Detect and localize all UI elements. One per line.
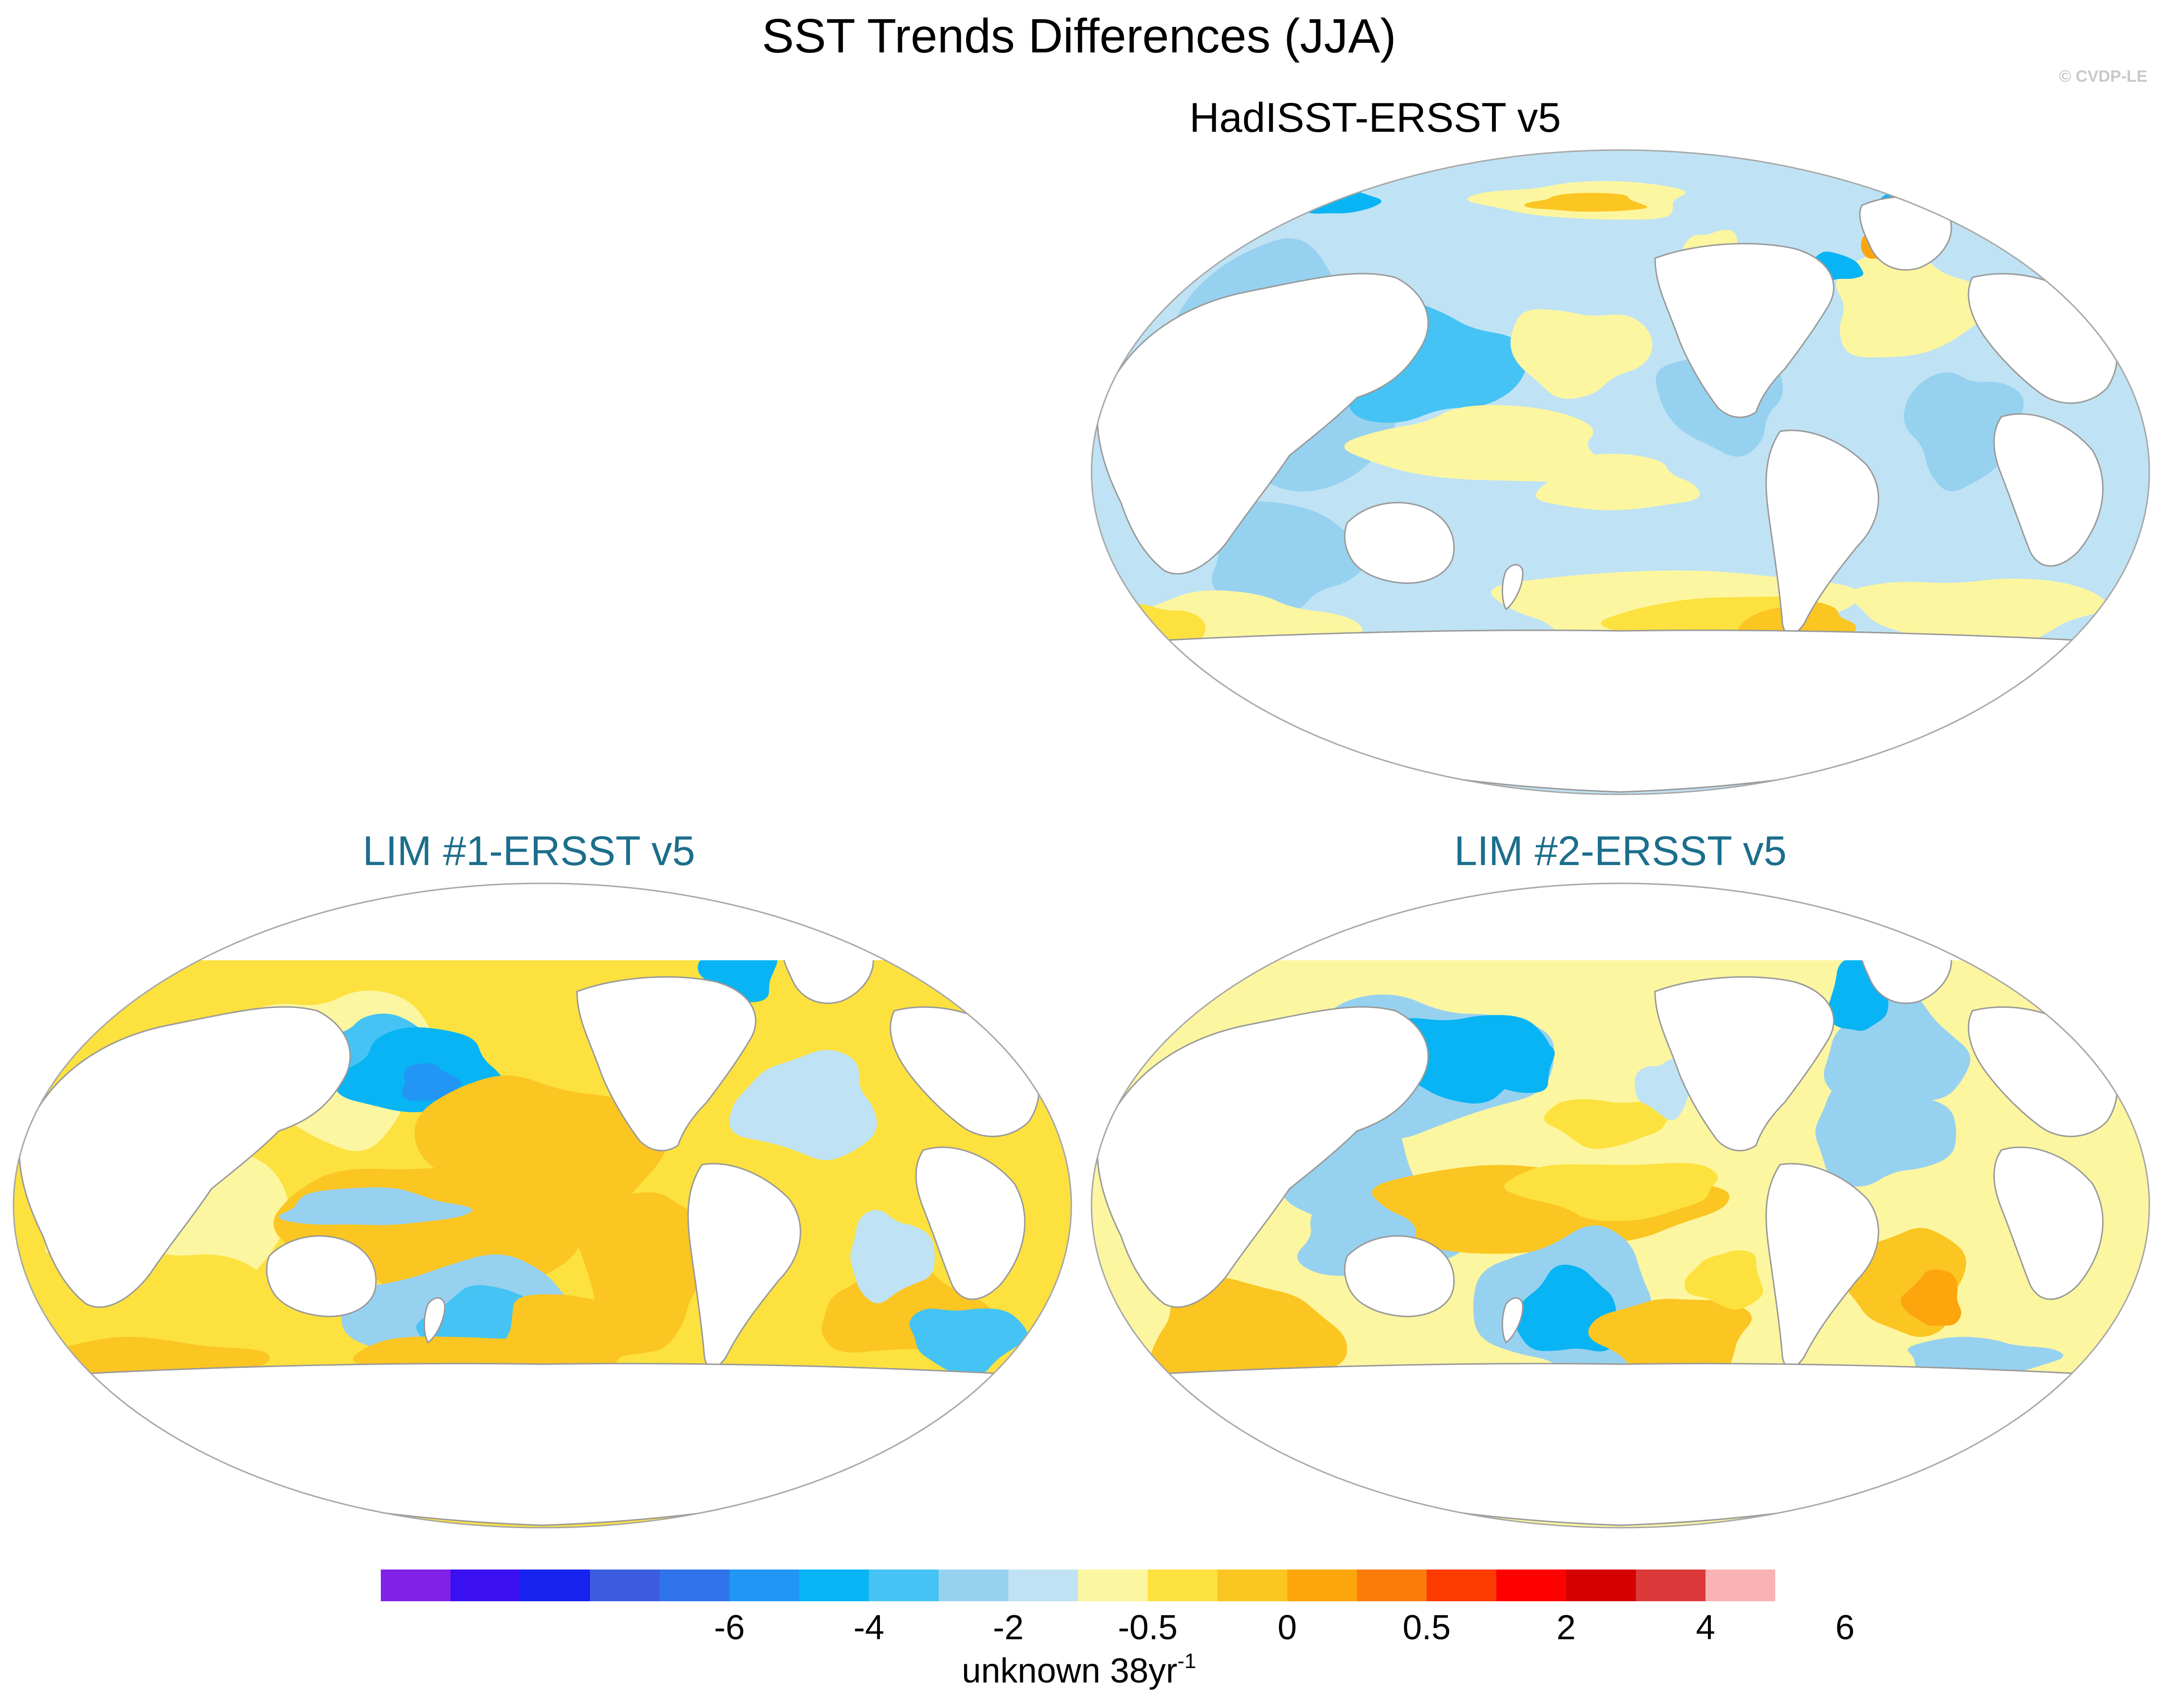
land-new-zealand <box>1502 1297 1524 1344</box>
colorbar-swatch <box>1078 1570 1148 1601</box>
colorbar-swatch <box>1008 1570 1078 1601</box>
land-africa-east <box>1993 1146 2104 1300</box>
colorbar-units: unknown 38yr-1 <box>962 1649 1196 1691</box>
colorbar-swatch <box>660 1570 729 1601</box>
sst-field <box>13 883 1071 1528</box>
colorbar-swatch <box>1566 1570 1636 1601</box>
sst-anomaly-region <box>850 1210 935 1304</box>
land-africa-east <box>1993 413 2104 567</box>
sst-anomaly-region <box>1588 1299 1752 1383</box>
colorbar-tick-label: 0 <box>1277 1608 1297 1647</box>
colorbar-swatch <box>1706 1570 1775 1601</box>
colorbar-swatch <box>729 1570 799 1601</box>
sst-field <box>1092 883 2149 1528</box>
sst-anomaly-region <box>729 1050 877 1160</box>
sst-anomaly-region <box>1815 1072 1957 1187</box>
sst-anomaly-region <box>1504 1163 1718 1221</box>
colorbar-swatch <box>1427 1570 1496 1601</box>
land-eurasia-africa <box>18 1006 351 1308</box>
colorbar-swatch <box>1217 1570 1287 1601</box>
sst-anomaly-region <box>1457 1033 1555 1093</box>
map-hadisst <box>1091 149 2150 795</box>
colorbar <box>381 1570 1775 1601</box>
colorbar-swatch <box>1287 1570 1357 1601</box>
sst-anomaly-region <box>1684 1250 1763 1310</box>
no-data-arctic <box>1092 883 2149 960</box>
land-africa-east <box>915 1146 1026 1300</box>
colorbar-tick-label: 6 <box>1835 1608 1855 1647</box>
land-south-america <box>687 1163 802 1369</box>
colorbar-swatch <box>1148 1570 1217 1601</box>
sst-anomaly-region <box>1848 578 2108 648</box>
colorbar-swatch <box>381 1570 451 1601</box>
sst-anomaly-region <box>1904 372 2024 491</box>
sst-anomaly-region <box>575 1192 718 1352</box>
land-australia <box>1344 502 1455 584</box>
sst-anomaly-region <box>1510 309 1653 399</box>
sst-anomaly-region <box>1634 1058 1692 1120</box>
land-eurasia-africa <box>1096 1006 1429 1308</box>
panel-title-lim2: LIM #2-ERSST v5 <box>1454 828 1787 874</box>
colorbar-swatch <box>799 1570 869 1601</box>
colorbar-swatch <box>1357 1570 1427 1601</box>
map-lim1 <box>13 882 1072 1529</box>
colorbar-swatch <box>939 1570 1008 1601</box>
colorbar-tick-label: -2 <box>992 1608 1024 1647</box>
panel-title-hadisst: HadISST-ERSST v5 <box>1189 95 1561 141</box>
no-data-arctic <box>13 883 1071 960</box>
sst-anomaly-region <box>1212 501 1368 616</box>
land-north-america <box>576 976 756 1152</box>
sst-field <box>1092 150 2149 794</box>
credit-label: © CVDP-LE <box>2059 67 2147 86</box>
land-new-zealand <box>1502 564 1524 611</box>
map-border <box>13 882 1072 1529</box>
sst-anomaly-region <box>1524 193 1647 212</box>
land-australia <box>266 1235 377 1318</box>
land-south-america <box>1765 1163 1880 1369</box>
map-border <box>1091 149 2150 795</box>
colorbar-tick-label: -4 <box>853 1608 885 1647</box>
land-eurasia-africa <box>1096 273 1429 575</box>
land-north-america <box>1654 976 1834 1152</box>
colorbar-tick-label: 2 <box>1556 1608 1576 1647</box>
colorbar-swatch <box>1636 1570 1706 1601</box>
land-south-america <box>1765 429 1880 635</box>
colorbar-tick-label: 4 <box>1695 1608 1716 1647</box>
sst-anomaly-region <box>1536 453 1700 511</box>
colorbar-swatch <box>520 1570 590 1601</box>
sst-anomaly-region <box>1836 252 1994 358</box>
panel-title-lim1: LIM #1-ERSST v5 <box>363 828 695 874</box>
figure-title: SST Trends Differences (JJA) <box>762 9 1396 63</box>
sst-anomaly-region <box>1344 405 1600 482</box>
colorbar-tick-label: -0.5 <box>1117 1608 1178 1647</box>
land-new-zealand <box>424 1297 446 1344</box>
sst-anomaly-region <box>278 1187 473 1225</box>
map-lim2 <box>1091 882 2150 1529</box>
sst-anomaly-region <box>1543 1099 1671 1149</box>
colorbar-tick-label: -6 <box>714 1608 745 1647</box>
colorbar-tick-label: 0.5 <box>1402 1608 1451 1647</box>
colorbar-swatch <box>869 1570 939 1601</box>
sst-anomaly-region <box>1907 1337 2063 1376</box>
land-north-america <box>1654 243 1834 418</box>
colorbar-swatch <box>451 1570 520 1601</box>
colorbar-swatch <box>590 1570 660 1601</box>
sst-anomaly-region <box>1901 1269 1961 1326</box>
sst-anomaly-region <box>401 1063 462 1101</box>
map-border <box>1091 882 2150 1529</box>
sst-anomaly-region <box>909 1308 1028 1376</box>
land-australia <box>1344 1235 1455 1318</box>
colorbar-swatch <box>1496 1570 1566 1601</box>
